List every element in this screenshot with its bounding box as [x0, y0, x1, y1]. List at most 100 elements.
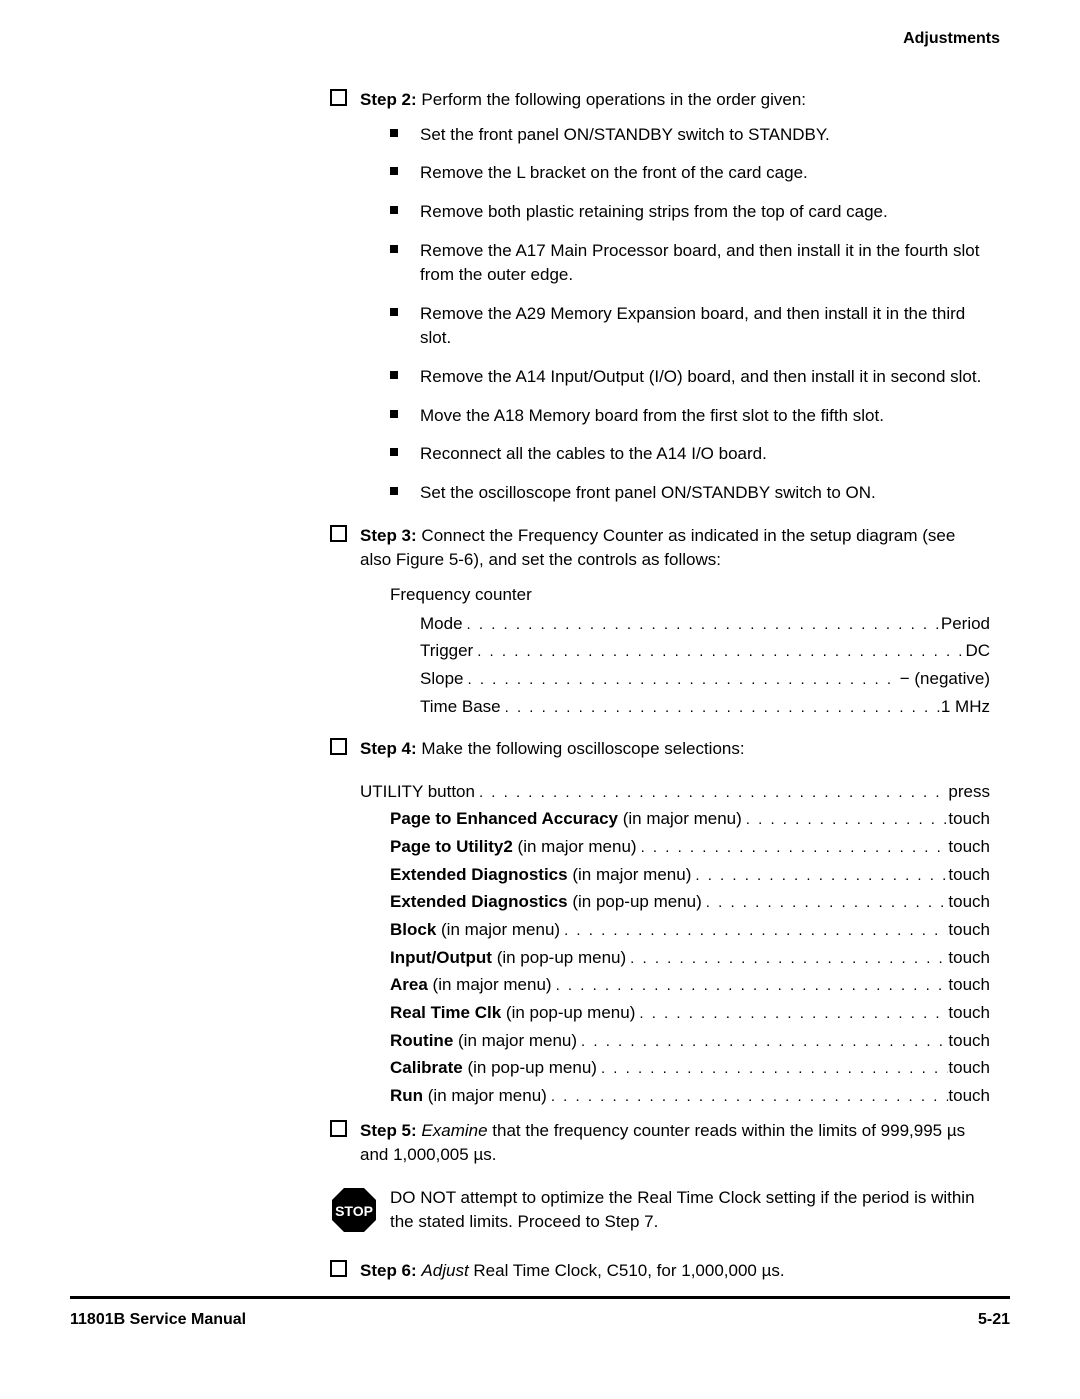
step-text: Perform the following operations in the … [421, 90, 806, 109]
dot-leader: . . . . . . . . . . . . . . . . . . . . … [463, 669, 899, 691]
step-text: Make the following oscilloscope selectio… [421, 739, 744, 758]
dot-leader: . . . . . . . . . . . . . . . . . . . . … [473, 641, 965, 663]
stop-notice: STOP DO NOT attempt to optimize the Real… [330, 1186, 990, 1235]
checkbox-icon [330, 525, 347, 542]
setting-value: touch [948, 1029, 990, 1054]
list-item: Move the A18 Memory board from the first… [390, 404, 990, 429]
stop-text: DO NOT attempt to optimize the Real Time… [390, 1188, 975, 1232]
dot-leader: . . . . . . . . . . . . . . . . . . . . … [501, 697, 941, 719]
list-item: Remove the A17 Main Processor board, and… [390, 239, 990, 288]
dot-leader: . . . . . . . . . . . . . . . . . . . . … [597, 1058, 948, 1080]
oscilloscope-selections: UTILITY button . . . . . . . . . . . . .… [360, 780, 990, 1109]
dot-leader: . . . . . . . . . . . . . . . . . . . . … [691, 865, 948, 887]
footer-right: 5-21 [978, 1311, 1010, 1329]
dot-leader: . . . . . . . . . . . . . . . . . . . . … [635, 1003, 948, 1025]
step-text: Real Time Clock, C510, for 1,000,000 µs. [469, 1261, 785, 1280]
svg-text:STOP: STOP [335, 1203, 373, 1219]
footer: 11801B Service Manual 5-21 [70, 1311, 1010, 1329]
setting-row: Run (in major menu). . . . . . . . . . .… [390, 1084, 990, 1109]
setting-label: Input/Output (in pop-up menu) [390, 946, 626, 971]
checkbox-icon [330, 1120, 347, 1137]
step-verb: Examine [421, 1121, 487, 1140]
step-label: Step 3: [360, 526, 417, 545]
step-text: Connect the Frequency Counter as indicat… [360, 526, 955, 570]
setting-row: Area (in major menu). . . . . . . . . . … [390, 973, 990, 998]
step-6: Step 6: Adjust Real Time Clock, C510, fo… [330, 1259, 990, 1284]
list-item: Reconnect all the cables to the A14 I/O … [390, 442, 990, 467]
list-item: Remove the L bracket on the front of the… [390, 161, 990, 186]
setting-row: Extended Diagnostics (in pop-up menu). .… [390, 890, 990, 915]
setting-label: Calibrate (in pop-up menu) [390, 1056, 597, 1081]
setting-value: touch [948, 1084, 990, 1109]
dot-leader: . . . . . . . . . . . . . . . . . . . . … [475, 782, 948, 804]
freq-counter-settings: Frequency counter Mode . . . . . . . . .… [390, 583, 990, 719]
setting-label: Time Base [420, 695, 501, 720]
list-item: Set the oscilloscope front panel ON/STAN… [390, 481, 990, 506]
setting-value: touch [948, 835, 990, 860]
setting-value: touch [948, 890, 990, 915]
dot-leader: . . . . . . . . . . . . . . . . . . . . … [560, 920, 948, 942]
setting-row: Time Base . . . . . . . . . . . . . . . … [420, 695, 990, 720]
dot-leader: . . . . . . . . . . . . . . . . . . . . … [626, 948, 948, 970]
dot-leader: . . . . . . . . . . . . . . . . . . . . … [702, 892, 949, 914]
dot-leader: . . . . . . . . . . . . . . . . . . . . … [577, 1031, 948, 1053]
setting-row: Extended Diagnostics (in major menu). . … [390, 863, 990, 888]
setting-value: DC [965, 639, 990, 664]
setting-row: Mode . . . . . . . . . . . . . . . . . .… [420, 612, 990, 637]
setting-label: Mode [420, 612, 463, 637]
setting-label: Page to Utility2 (in major menu) [390, 835, 637, 860]
setting-label: Routine (in major menu) [390, 1029, 577, 1054]
checkbox-icon [330, 1260, 347, 1277]
step-label: Step 6: [360, 1261, 417, 1280]
dot-leader: . . . . . . . . . . . . . . . . . . . . … [552, 975, 949, 997]
setting-label: Run (in major menu) [390, 1084, 547, 1109]
setting-row: Page to Utility2 (in major menu). . . . … [390, 835, 990, 860]
setting-label: Real Time Clk (in pop-up menu) [390, 1001, 635, 1026]
setting-label: Extended Diagnostics (in pop-up menu) [390, 890, 702, 915]
setting-row: Page to Enhanced Accuracy (in major menu… [390, 807, 990, 832]
main-content: Step 2: Perform the following operations… [330, 88, 990, 1284]
checkbox-icon [330, 89, 347, 106]
setting-row: Routine (in major menu). . . . . . . . .… [390, 1029, 990, 1054]
step-label: Step 2: [360, 90, 417, 109]
step-2-bullets: Set the front panel ON/STANDBY switch to… [390, 123, 990, 506]
list-item: Remove the A14 Input/Output (I/O) board,… [390, 365, 990, 390]
header-section: Adjustments [70, 30, 1010, 48]
setting-value: touch [948, 946, 990, 971]
step-4: Step 4: Make the following oscilloscope … [330, 737, 990, 762]
footer-left: 11801B Service Manual [70, 1311, 246, 1329]
list-item: Remove both plastic retaining strips fro… [390, 200, 990, 225]
setting-row: Input/Output (in pop-up menu). . . . . .… [390, 946, 990, 971]
step-verb: Adjust [421, 1261, 468, 1280]
step-5: Step 5: Examine that the frequency count… [330, 1119, 990, 1168]
dot-leader: . . . . . . . . . . . . . . . . . . . . … [547, 1086, 949, 1108]
setting-row: Trigger . . . . . . . . . . . . . . . . … [420, 639, 990, 664]
step-label: Step 5: [360, 1121, 417, 1140]
setting-label: Page to Enhanced Accuracy (in major menu… [390, 807, 742, 832]
setting-label: Slope [420, 667, 463, 692]
dot-leader: . . . . . . . . . . . . . . . . . . . . … [463, 614, 941, 636]
setting-row: Slope . . . . . . . . . . . . . . . . . … [420, 667, 990, 692]
setting-label: Block (in major menu) [390, 918, 560, 943]
list-item: Remove the A29 Memory Expansion board, a… [390, 302, 990, 351]
setting-label: UTILITY button [360, 780, 475, 805]
footer-rule [70, 1296, 1010, 1299]
setting-value: touch [948, 1056, 990, 1081]
setting-row: UTILITY button . . . . . . . . . . . . .… [360, 780, 990, 805]
setting-value: Period [941, 612, 990, 637]
step-3: Step 3: Connect the Frequency Counter as… [330, 524, 990, 719]
setting-value: touch [948, 1001, 990, 1026]
step-label: Step 4: [360, 739, 417, 758]
setting-value: touch [948, 807, 990, 832]
setting-value: touch [948, 973, 990, 998]
setting-label: Area (in major menu) [390, 973, 552, 998]
setting-value: 1 MHz [941, 695, 990, 720]
setting-row: Calibrate (in pop-up menu). . . . . . . … [390, 1056, 990, 1081]
setting-value: touch [948, 863, 990, 888]
checkbox-icon [330, 738, 347, 755]
settings-title: Frequency counter [390, 583, 990, 608]
setting-value: touch [948, 918, 990, 943]
setting-value: press [948, 780, 990, 805]
setting-value: − (negative) [900, 667, 990, 692]
step-2: Step 2: Perform the following operations… [330, 88, 990, 506]
